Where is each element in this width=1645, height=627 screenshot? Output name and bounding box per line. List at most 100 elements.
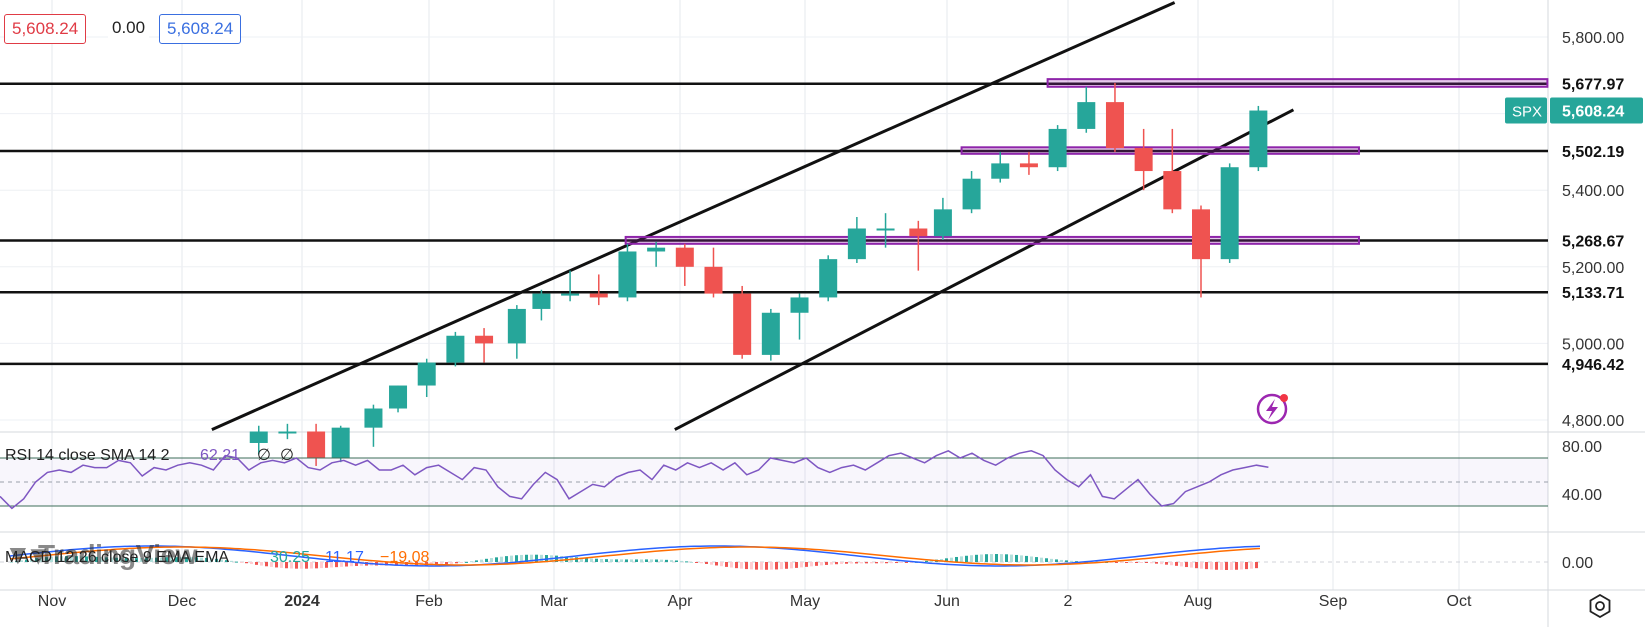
macd-histogram-bar xyxy=(1190,562,1193,568)
macd-histogram-bar xyxy=(765,562,768,570)
macd-histogram-bar xyxy=(445,562,448,565)
macd-histogram-bar xyxy=(710,562,713,565)
macd-histogram-bar xyxy=(1170,562,1173,566)
macd-histogram-bar xyxy=(200,557,203,562)
candle-body xyxy=(1249,110,1268,168)
macd-histogram-bar xyxy=(160,557,163,562)
macd-histogram-bar xyxy=(150,557,153,562)
macd-histogram-bar xyxy=(855,562,858,564)
macd-histogram-bar xyxy=(130,558,133,562)
macd-histogram-bar xyxy=(995,554,998,562)
candle-body xyxy=(389,385,408,409)
candle-body xyxy=(847,228,866,260)
last-price-tag xyxy=(1550,97,1643,124)
macd-histogram-bar xyxy=(890,562,893,564)
macd-histogram-bar xyxy=(760,562,763,570)
macd-histogram-bar xyxy=(820,562,823,566)
macd-histogram-bar xyxy=(115,557,118,562)
candle-body xyxy=(475,335,494,344)
time-axis-label: 2 xyxy=(1064,593,1073,610)
time-axis-label: Mar xyxy=(540,593,568,610)
macd-histogram-bar xyxy=(1045,558,1048,562)
macd-histogram-bar xyxy=(305,562,308,569)
rsi-tick-label: 40.00 xyxy=(1562,487,1602,504)
time-axis-label: Nov xyxy=(38,593,66,610)
macd-histogram-bar xyxy=(335,562,338,568)
macd-histogram-bar xyxy=(810,562,813,567)
time-axis-label: May xyxy=(790,593,820,610)
rsi-value-label: 62.21 xyxy=(200,447,240,464)
macd-histogram-bar xyxy=(120,557,123,562)
macd-histogram-bar xyxy=(1160,562,1163,565)
macd-histogram-bar xyxy=(510,555,513,562)
macd-histogram-bar xyxy=(25,559,28,562)
candle-body xyxy=(909,228,928,237)
macd-histogram-bar xyxy=(1235,562,1238,570)
macd-histogram-bar xyxy=(805,562,808,567)
macd-histogram-bar xyxy=(250,562,253,565)
level-label: 5,133.71 xyxy=(1562,285,1624,302)
macd-histogram-bar xyxy=(955,556,958,562)
macd-histogram-bar xyxy=(705,562,708,564)
candle-body xyxy=(618,251,637,298)
macd-histogram-bar xyxy=(860,562,863,564)
macd-histogram-bar xyxy=(20,560,23,562)
macd-histogram-bar xyxy=(775,562,778,570)
macd-histogram-bar xyxy=(500,556,503,562)
macd-histogram-bar xyxy=(1040,557,1043,562)
macd-histogram-bar xyxy=(680,560,683,562)
settings-gear-icon[interactable] xyxy=(1588,594,1612,618)
macd-histogram-bar xyxy=(290,562,293,569)
macd-histogram-bar xyxy=(1185,562,1188,568)
macd-histogram-bar xyxy=(70,556,73,562)
macd-histogram-bar xyxy=(880,562,883,564)
macd-histogram-bar xyxy=(30,558,33,562)
macd-histogram-bar xyxy=(950,557,953,562)
candle-body xyxy=(991,163,1010,179)
macd-histogram-bar xyxy=(865,562,868,564)
macd-histogram-bar xyxy=(110,557,113,562)
macd-histogram-bar xyxy=(315,562,318,569)
macd-histogram-bar xyxy=(540,554,543,562)
macd-histogram-bar xyxy=(1175,562,1178,566)
macd-histogram-bar xyxy=(660,559,663,562)
macd-histogram-bar xyxy=(240,562,243,563)
macd-histogram-bar xyxy=(1145,562,1148,563)
macd-histogram-bar xyxy=(1125,562,1128,563)
rsi-tick-label: 80.00 xyxy=(1562,439,1602,456)
macd-histogram-bar xyxy=(650,559,653,562)
macd-histogram-bar xyxy=(490,558,493,562)
macd-histogram-bar xyxy=(265,562,268,567)
macd-histogram-bar xyxy=(1155,562,1158,564)
macd-histogram-bar xyxy=(1030,556,1033,562)
macd-histogram-bar xyxy=(730,562,733,568)
price-tick-label: 5,800.00 xyxy=(1562,30,1624,47)
time-axis-label: Apr xyxy=(668,593,694,610)
open-price-label: 5,608.24 xyxy=(4,14,87,44)
rsi-legend-label: RSI 14 close SMA 14 2 xyxy=(5,447,170,464)
macd-histogram-bar xyxy=(230,560,233,562)
candle-body xyxy=(1192,209,1210,260)
macd-histogram-bar xyxy=(90,556,93,562)
macd-histogram-bar xyxy=(845,562,848,564)
change-value-label: 0.00 xyxy=(108,14,150,44)
candle-body xyxy=(331,427,350,459)
macd-histogram-bar xyxy=(685,561,688,563)
macd-histogram-bar xyxy=(1205,562,1208,570)
macd-histogram-bar xyxy=(830,562,833,565)
time-axis-label: Dec xyxy=(168,593,196,610)
macd-histogram-bar xyxy=(400,562,403,566)
macd-histogram-bar xyxy=(480,559,483,562)
macd-histogram-bar xyxy=(65,556,68,562)
macd-histogram-bar xyxy=(80,556,83,562)
macd-histogram-bar xyxy=(560,556,563,562)
macd-histogram-bar xyxy=(975,554,978,562)
candle-body xyxy=(647,247,666,252)
macd-histogram-bar xyxy=(910,562,913,563)
macd-line-value: 11.17 xyxy=(325,549,364,566)
level-label-bg xyxy=(1550,280,1643,305)
candle-body xyxy=(962,178,981,210)
macd-histogram-bar xyxy=(345,562,348,567)
macd-histogram-bar xyxy=(630,559,633,562)
